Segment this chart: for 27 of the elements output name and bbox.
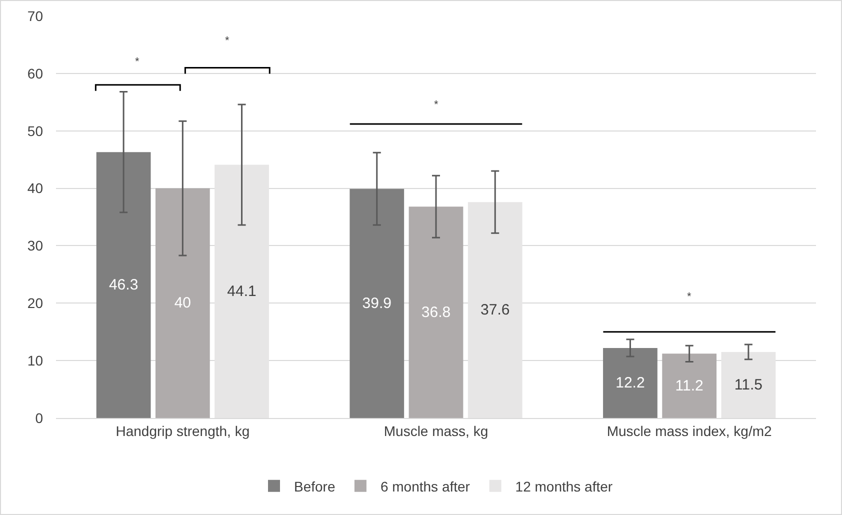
y-tick-label: 20 xyxy=(27,295,44,312)
y-tick-label: 40 xyxy=(27,180,44,196)
data-label: 39.9 xyxy=(362,294,392,312)
data-label: 44.1 xyxy=(227,282,256,300)
y-tick-label: 10 xyxy=(27,352,44,368)
data-label: 11.2 xyxy=(675,377,704,394)
data-label: 46.3 xyxy=(108,276,138,294)
annotation: * xyxy=(225,35,230,47)
data-label: 40 xyxy=(174,294,192,312)
data-label: 36.8 xyxy=(421,304,451,321)
annotation: * xyxy=(135,56,140,68)
data-label: 11.5 xyxy=(734,376,762,394)
x-tick-label: Muscle mass index, kg/m2 xyxy=(606,422,772,439)
y-tick-label: 60 xyxy=(27,65,44,82)
legend-label: 6 months after xyxy=(380,478,470,494)
data-label: 12.2 xyxy=(616,374,645,392)
annotation: * xyxy=(434,99,439,111)
annotation: * xyxy=(687,291,692,303)
y-tick-label: 0 xyxy=(35,410,44,426)
y-tick-label: 30 xyxy=(27,238,44,254)
x-tick-label: Muscle mass, kg xyxy=(384,422,488,439)
y-tick-label: 50 xyxy=(27,122,44,139)
x-tick-label: Handgrip strength, kg xyxy=(116,422,250,439)
legend-label: 12 months after xyxy=(515,478,613,494)
legend-label: Before xyxy=(294,478,336,494)
y-tick-label: 70 xyxy=(27,8,44,24)
data-label: 37.6 xyxy=(480,302,510,319)
